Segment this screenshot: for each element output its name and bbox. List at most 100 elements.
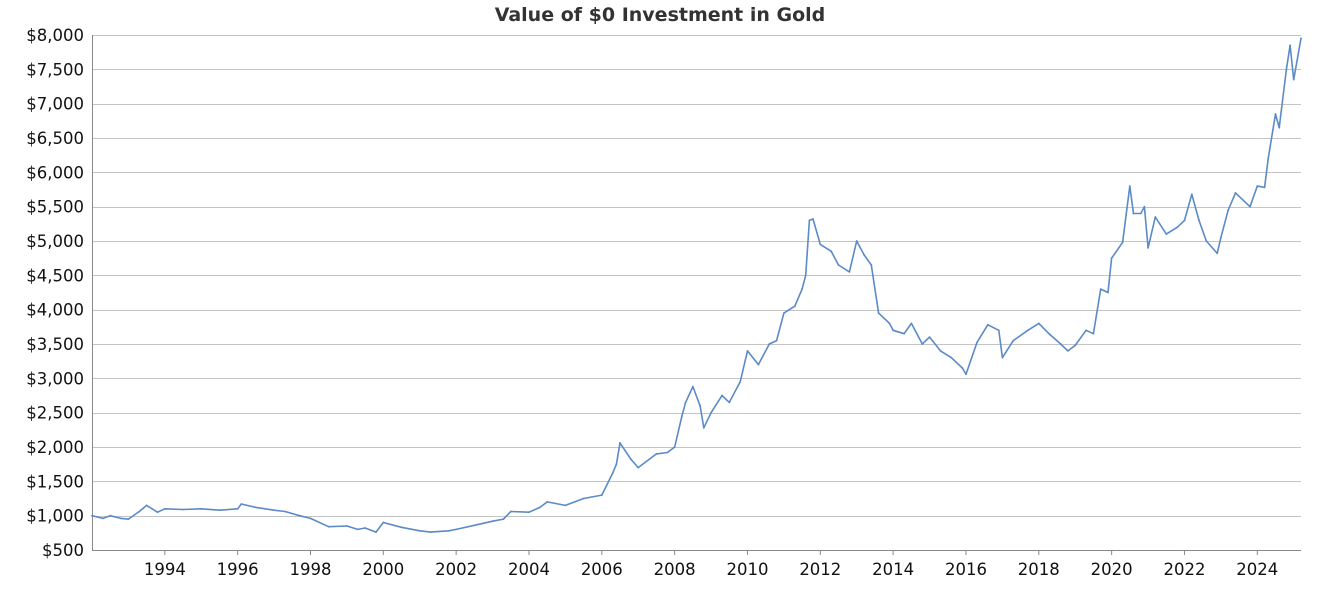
data-point: [1176, 226, 1179, 229]
data-point: [236, 507, 239, 510]
data-point: [448, 529, 450, 532]
data-point: [1059, 343, 1062, 345]
y-tick-label: $8,000: [26, 26, 84, 45]
x-tick-label: 2024: [1236, 560, 1278, 579]
data-point: [564, 504, 567, 507]
data-point: [298, 514, 301, 517]
data-point: [1249, 205, 1251, 208]
data-point: [145, 504, 148, 507]
y-tick-label: $500: [42, 541, 84, 560]
data-point: [102, 517, 104, 520]
data-point: [892, 329, 894, 332]
x-tick-label: 2000: [362, 560, 404, 579]
data-point: [928, 336, 931, 338]
x-tick-label: 2004: [508, 560, 550, 579]
data-point: [637, 466, 640, 469]
data-point: [673, 446, 676, 448]
data-point: [1274, 113, 1277, 115]
data-point: [615, 463, 618, 466]
x-tick-label: 2010: [726, 560, 768, 579]
series-line: [91, 38, 1302, 533]
data-point: [721, 394, 723, 397]
y-tick-label: $5,000: [26, 232, 84, 251]
data-point: [356, 528, 359, 531]
data-point: [364, 527, 366, 529]
data-point: [681, 415, 683, 417]
y-tick-label: $7,000: [26, 95, 84, 114]
series-group: [91, 37, 1302, 533]
data-point: [1147, 247, 1149, 249]
data-point: [903, 332, 905, 335]
data-point: [986, 323, 989, 326]
data-point: [284, 510, 286, 513]
x-tick-label: 1996: [217, 560, 259, 579]
data-point: [1012, 339, 1015, 342]
data-point: [1139, 212, 1142, 215]
y-tick-label: $6,000: [26, 163, 84, 182]
data-point: [455, 528, 458, 531]
data-point: [1198, 219, 1200, 222]
x-tick-label: 2022: [1163, 560, 1205, 579]
x-tick-label: 2008: [654, 560, 696, 579]
data-point: [163, 507, 166, 510]
y-tick-label: $5,500: [26, 198, 84, 217]
data-point: [812, 218, 814, 220]
data-point: [768, 343, 771, 345]
data-point: [1220, 236, 1222, 239]
data-point: [1121, 241, 1124, 244]
data-point: [728, 401, 731, 404]
data-point: [539, 506, 541, 509]
x-tick-label: 1998: [289, 560, 331, 579]
data-point: [1143, 205, 1146, 208]
data-point: [1216, 252, 1219, 255]
data-point: [819, 243, 822, 246]
data-point: [400, 526, 403, 529]
data-point: [684, 401, 687, 404]
data-point: [746, 350, 749, 352]
x-tick-label: 2014: [872, 560, 914, 579]
x-tick-label: 2012: [799, 560, 841, 579]
data-point: [1289, 44, 1291, 47]
data-point: [1227, 209, 1230, 212]
data-point: [1263, 186, 1266, 189]
data-point: [793, 305, 796, 308]
data-point: [1190, 193, 1193, 196]
data-point: [910, 322, 913, 325]
data-point: [976, 341, 978, 344]
data-point: [240, 503, 243, 505]
data-point: [200, 507, 203, 510]
data-point: [619, 442, 621, 444]
y-tick-label: $6,500: [26, 129, 84, 148]
data-point: [509, 510, 512, 513]
data-point: [429, 531, 432, 533]
data-point: [630, 458, 632, 461]
data-point: [837, 264, 840, 266]
x-tick-label: 1994: [144, 560, 186, 579]
data-point: [808, 219, 811, 222]
data-point: [692, 385, 694, 388]
data-point: [1278, 126, 1281, 129]
data-point: [156, 511, 159, 514]
data-point: [1256, 185, 1259, 188]
data-point: [1285, 68, 1288, 71]
data-point: [309, 517, 312, 520]
data-point: [855, 240, 858, 242]
data-point: [120, 517, 122, 520]
y-tick-label: $1,000: [26, 507, 84, 526]
data-point: [1048, 333, 1051, 336]
data-point: [702, 426, 705, 429]
y-tick-label: $3,500: [26, 335, 84, 354]
data-point: [611, 472, 614, 474]
data-point: [346, 525, 348, 527]
y-tick-label: $1,500: [26, 472, 84, 491]
data-point: [1037, 322, 1040, 325]
data-point: [655, 453, 658, 455]
data-point: [863, 253, 865, 256]
data-point: [961, 367, 964, 369]
x-axis: 1994 1996 1998 2000 2002 2004 2006 2008 2010 2012…: [144, 550, 1278, 579]
data-point: [502, 518, 505, 520]
data-point: [273, 509, 275, 512]
data-point: [939, 350, 942, 352]
data-point: [801, 288, 803, 290]
